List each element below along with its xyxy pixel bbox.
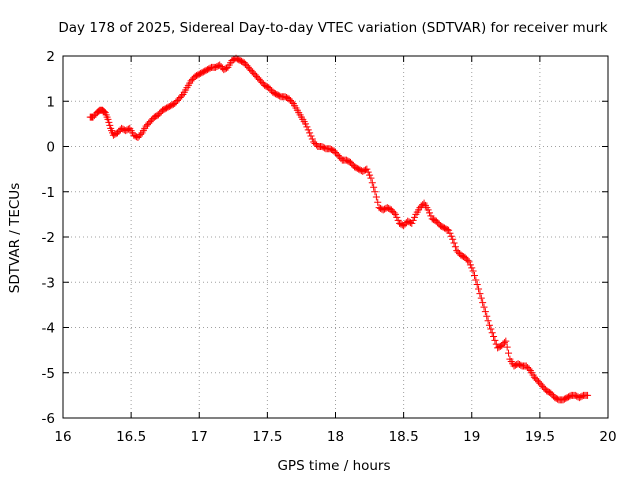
data-point xyxy=(364,168,372,176)
data-point xyxy=(445,226,453,234)
data-point xyxy=(288,98,296,106)
x-tick-label: 18 xyxy=(327,429,344,445)
x-tick-label: 19.5 xyxy=(525,429,555,445)
data-point xyxy=(391,210,399,218)
data-point xyxy=(424,206,432,214)
y-tick-label: -5 xyxy=(42,366,55,382)
data-point xyxy=(306,129,314,137)
data-markers xyxy=(86,54,592,404)
data-point xyxy=(374,198,382,206)
y-tick-label: 0 xyxy=(46,140,55,156)
data-point xyxy=(447,232,455,240)
data-point xyxy=(390,209,398,217)
data-point xyxy=(443,225,451,233)
chart-title: Day 178 of 2025, Sidereal Day-to-day VTE… xyxy=(58,20,607,36)
data-point xyxy=(394,216,402,224)
data-point xyxy=(411,213,419,221)
y-tick-label: -1 xyxy=(42,185,55,201)
data-point xyxy=(479,299,487,307)
data-point xyxy=(500,339,508,347)
data-point xyxy=(525,365,533,373)
y-tick-label: -3 xyxy=(42,275,55,291)
data-point xyxy=(100,108,108,116)
data-point xyxy=(487,325,495,333)
data-point xyxy=(409,216,417,224)
data-point xyxy=(178,92,186,100)
data-point xyxy=(105,118,113,126)
data-point xyxy=(502,337,510,345)
data-point xyxy=(426,209,434,217)
y-tick-label: 2 xyxy=(46,49,55,65)
y-axis-label: SDTVAR / TECUs xyxy=(7,183,23,293)
data-point xyxy=(473,281,481,289)
data-point xyxy=(372,193,380,201)
data-point xyxy=(449,235,457,243)
data-point xyxy=(99,107,107,115)
data-point xyxy=(366,171,374,179)
x-tick-label: 20 xyxy=(599,429,616,445)
data-point xyxy=(450,239,458,247)
axis-ticks: 16 16.5 17 17.5 18 18.5 19 19.5 20 -6 -5 -4 -3 -2 -1 0 1… xyxy=(42,49,617,445)
data-point xyxy=(483,312,491,320)
data-point xyxy=(368,179,376,187)
data-point xyxy=(451,243,459,251)
data-point xyxy=(468,264,476,272)
grid xyxy=(63,56,608,418)
x-tick-label: 19 xyxy=(463,429,480,445)
data-point xyxy=(480,303,488,311)
data-point xyxy=(476,290,484,298)
x-tick-label: 17 xyxy=(191,429,208,445)
data-point xyxy=(485,321,493,329)
data-point xyxy=(367,174,375,182)
data-point xyxy=(137,130,145,138)
y-tick-label: -2 xyxy=(42,230,55,246)
x-tick-label: 16.5 xyxy=(116,429,146,445)
data-point xyxy=(484,317,492,325)
data-point xyxy=(393,213,401,221)
data-point xyxy=(302,120,310,128)
data-point xyxy=(446,229,454,237)
data-point xyxy=(466,261,474,269)
data-point xyxy=(470,271,478,279)
data-point xyxy=(464,256,472,264)
data-point xyxy=(303,123,311,131)
data-point xyxy=(106,121,114,129)
data-point xyxy=(307,132,315,140)
data-point xyxy=(475,285,483,293)
data-point xyxy=(477,294,485,302)
x-tick-label: 16 xyxy=(54,429,71,445)
data-point xyxy=(469,267,477,275)
data-point xyxy=(481,308,489,316)
data-point xyxy=(465,258,473,266)
data-point xyxy=(408,219,416,227)
data-point xyxy=(304,126,312,134)
data-point xyxy=(584,391,592,399)
x-tick-label: 18.5 xyxy=(389,429,419,445)
data-point xyxy=(490,333,498,341)
x-axis-label: GPS time / hours xyxy=(277,458,390,474)
data-point xyxy=(503,343,511,351)
y-tick-label: 1 xyxy=(46,94,55,110)
data-point xyxy=(491,336,499,344)
data-point xyxy=(488,329,496,337)
y-tick-label: -6 xyxy=(42,411,55,427)
y-tick-label: -4 xyxy=(42,321,55,337)
data-point xyxy=(104,115,112,123)
data-point xyxy=(427,212,435,220)
data-point xyxy=(370,183,378,191)
data-point xyxy=(308,135,316,143)
data-point xyxy=(363,165,371,173)
data-point xyxy=(505,349,513,357)
data-point xyxy=(371,188,379,196)
data-point xyxy=(472,276,480,284)
x-tick-label: 17.5 xyxy=(252,429,282,445)
